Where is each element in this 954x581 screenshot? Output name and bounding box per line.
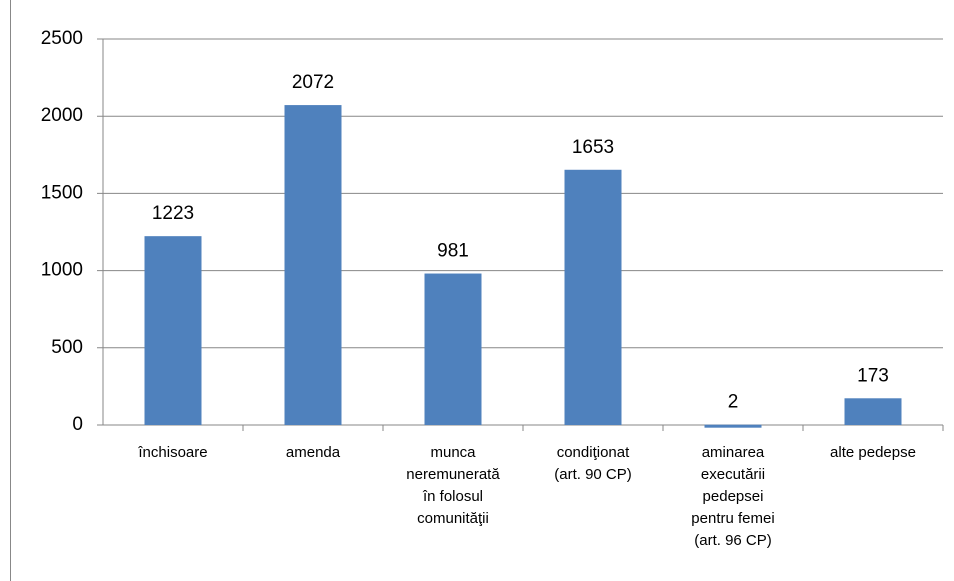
value-label: 2	[728, 392, 739, 413]
value-label: 1653	[572, 137, 614, 158]
x-tick-label: condiţionat (art. 90 CP)	[554, 444, 632, 483]
x-tick-label: închisoare	[137, 444, 207, 461]
x-tick-label: aminarea executării pedepsei pentru femei (a…	[691, 444, 774, 549]
x-tick-label: munca neremunerată în folosul comunităţii	[406, 444, 500, 527]
y-tick-label: 0	[72, 414, 83, 435]
x-tick-label: alte pedepse	[830, 444, 916, 461]
bar	[704, 424, 762, 428]
bar	[564, 169, 622, 425]
value-label: 1223	[152, 203, 194, 224]
bar	[284, 105, 342, 426]
x-tick-label: amenda	[286, 444, 341, 461]
value-label: 981	[437, 241, 469, 262]
y-tick-label: 1500	[41, 182, 83, 203]
y-tick-label: 1000	[41, 260, 83, 281]
bar	[424, 273, 482, 425]
y-tick-label: 2500	[41, 28, 83, 49]
value-label: 173	[857, 365, 889, 386]
bar	[844, 398, 902, 425]
value-label: 2072	[292, 72, 334, 93]
bar	[144, 236, 202, 425]
y-tick-label: 2000	[41, 105, 83, 126]
y-tick-label: 500	[51, 337, 83, 358]
